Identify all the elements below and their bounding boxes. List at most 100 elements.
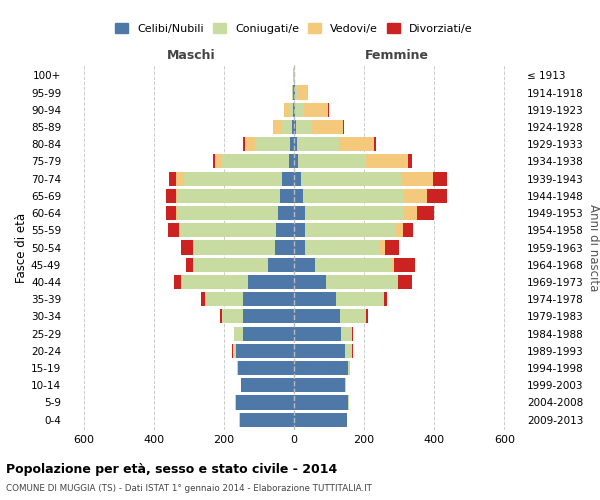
Bar [301,172,401,185]
Bar [294,120,296,134]
Bar [397,275,398,289]
Bar [294,292,336,306]
Bar [176,172,184,185]
Bar [282,120,292,134]
Bar [297,137,339,152]
Bar [294,326,341,340]
Bar [182,275,248,289]
Bar [215,154,222,168]
Bar [233,326,235,340]
Bar [294,240,305,254]
Bar [403,223,413,238]
Bar [233,344,236,358]
Bar [305,223,396,238]
Bar [236,344,294,358]
Text: Femmine: Femmine [365,48,428,62]
Bar [222,154,289,168]
Bar [340,310,366,324]
Bar [398,275,412,289]
Bar [169,223,179,238]
Bar [304,102,328,117]
Bar [178,189,280,203]
Bar [169,172,176,185]
Bar [166,189,176,203]
Bar [349,361,350,375]
Bar [311,120,343,134]
Bar [294,344,345,358]
Text: Maschi: Maschi [167,48,216,62]
Bar [243,310,294,324]
Bar [292,86,293,100]
Bar [294,102,295,117]
Bar [273,120,282,134]
Bar [294,206,305,220]
Bar [236,396,294,409]
Bar [243,326,294,340]
Bar [268,258,294,272]
Bar [184,172,282,185]
Bar [294,310,340,324]
Bar [294,172,301,185]
Bar [256,137,290,152]
Bar [403,206,417,220]
Bar [294,223,305,238]
Bar [295,102,304,117]
Bar [180,223,277,238]
Bar [220,310,222,324]
Bar [294,189,303,203]
Bar [294,258,315,272]
Bar [238,361,294,375]
Legend: Celibi/Nubili, Coniugati/e, Vedovi/e, Divorziati/e: Celibi/Nubili, Coniugati/e, Vedovi/e, Di… [115,23,473,34]
Bar [296,120,311,134]
Bar [328,102,329,117]
Bar [433,172,446,185]
Bar [315,258,392,272]
Bar [248,275,294,289]
Bar [294,378,345,392]
Bar [298,86,308,100]
Bar [237,361,238,375]
Bar [303,189,403,203]
Bar [352,344,353,358]
Bar [222,310,243,324]
Bar [194,258,268,272]
Bar [201,292,205,306]
Bar [336,292,383,306]
Bar [205,292,243,306]
Bar [392,258,394,272]
Bar [293,86,294,100]
Bar [241,378,294,392]
Bar [298,154,366,168]
Bar [343,120,344,134]
Bar [385,240,399,254]
Bar [305,240,380,254]
Bar [278,206,294,220]
Bar [294,412,347,426]
Bar [403,189,427,203]
Bar [374,137,376,152]
Bar [366,154,408,168]
Bar [366,310,368,324]
Y-axis label: Anni di nascita: Anni di nascita [587,204,600,291]
Bar [294,86,295,100]
Bar [194,240,275,254]
Bar [294,137,297,152]
Y-axis label: Fasce di età: Fasce di età [15,212,28,282]
Bar [175,275,181,289]
Bar [345,344,352,358]
Text: COMUNE DI MUGGIA (TS) - Dati ISTAT 1° gennaio 2014 - Elaborazione TUTTITALIA.IT: COMUNE DI MUGGIA (TS) - Dati ISTAT 1° ge… [6,484,372,493]
Bar [401,172,433,185]
Bar [384,292,388,306]
Bar [345,378,346,392]
Bar [292,120,294,134]
Bar [235,396,236,409]
Bar [277,223,294,238]
Bar [417,206,434,220]
Bar [380,240,385,254]
Bar [289,102,293,117]
Bar [293,102,294,117]
Bar [284,102,289,117]
Bar [294,275,326,289]
Bar [294,154,298,168]
Bar [394,258,415,272]
